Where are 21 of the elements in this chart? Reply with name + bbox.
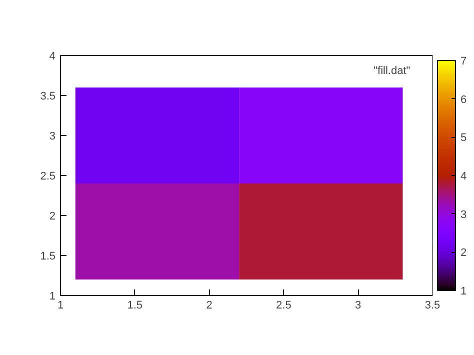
color-bar-label: 6 [460, 94, 467, 106]
y-tick-label: 2.5 [40, 170, 56, 182]
x-tick-label: 3 [355, 300, 362, 312]
color-bar-label: 7 [460, 56, 467, 68]
color-bar-label: 4 [460, 170, 467, 182]
color-bar-label: 3 [460, 208, 467, 221]
x-tick-label: 2.5 [276, 300, 292, 312]
y-tick-label: 1.5 [40, 250, 56, 262]
y-tick-label: 1 [49, 290, 56, 302]
y-tick-label: 2 [49, 210, 56, 222]
x-tick-label: 1.5 [127, 300, 143, 312]
y-tick-label: 3.5 [40, 90, 56, 102]
x-tick-label: 2 [206, 300, 212, 312]
y-tick-label: 4 [49, 50, 56, 62]
color-bar-label: 5 [460, 132, 467, 144]
color-bar-label: 1 [460, 286, 467, 298]
color-bar-label: 2 [460, 247, 467, 260]
x-tick-label: 1 [57, 300, 64, 312]
y-tick-label: 3 [49, 130, 56, 142]
x-tick-label: 3.5 [424, 300, 440, 312]
annotation: "fill.dat" [374, 65, 410, 78]
